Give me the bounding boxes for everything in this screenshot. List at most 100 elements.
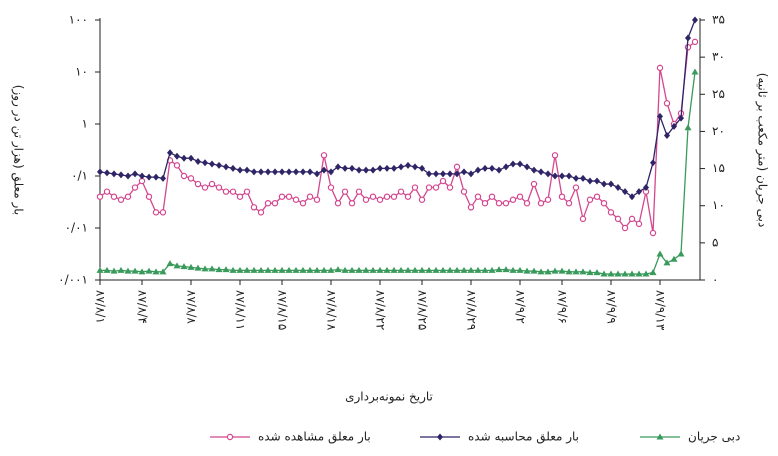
point	[286, 168, 292, 176]
point	[495, 199, 503, 207]
point	[649, 229, 657, 237]
point	[446, 266, 454, 273]
point	[328, 168, 334, 176]
point	[502, 199, 510, 207]
series-line	[100, 71, 696, 275]
point	[117, 266, 125, 273]
point	[299, 199, 307, 207]
point	[488, 193, 496, 200]
point	[265, 168, 271, 176]
point	[104, 169, 110, 177]
point	[306, 266, 314, 273]
point	[362, 196, 370, 203]
point	[230, 164, 236, 172]
point	[369, 266, 377, 273]
point	[642, 270, 650, 277]
point	[684, 124, 692, 131]
point	[663, 259, 671, 266]
point	[636, 188, 642, 196]
point	[551, 152, 559, 159]
y-tick-label: ۰/۰۰۱	[58, 273, 88, 287]
point	[306, 193, 314, 200]
point	[271, 199, 279, 207]
point	[314, 170, 320, 178]
point	[691, 38, 699, 46]
point	[348, 199, 356, 207]
point	[404, 193, 412, 200]
point	[664, 132, 670, 140]
point	[251, 168, 257, 176]
point	[425, 184, 433, 191]
point	[384, 164, 390, 172]
point	[356, 166, 362, 174]
point	[586, 196, 594, 203]
point	[215, 266, 223, 273]
point	[376, 266, 384, 273]
point	[635, 270, 643, 277]
point	[587, 177, 593, 185]
x-tick-label: ۸۷/۸/۴	[136, 290, 150, 324]
y2-tick-label: ۳۵	[712, 13, 725, 27]
point	[341, 266, 349, 273]
point	[327, 266, 335, 273]
point	[439, 177, 447, 185]
point	[166, 260, 174, 267]
point	[397, 188, 405, 195]
point	[432, 184, 440, 191]
point	[292, 196, 300, 203]
x-tick-label: ۸۷/۸/۲۵	[416, 290, 430, 330]
point	[229, 188, 237, 195]
point	[509, 196, 517, 203]
point	[180, 263, 188, 270]
x-tick-label: ۸۷/۹/۹	[605, 290, 619, 324]
point	[173, 262, 181, 269]
point	[285, 266, 293, 273]
point	[405, 161, 411, 169]
point	[215, 184, 223, 191]
point	[573, 174, 579, 182]
legend-label: بار معلق مشاهده شده	[258, 430, 371, 445]
legend-marker	[656, 433, 664, 440]
y-tick-label: ۱۰	[75, 65, 88, 79]
y2-tick-label: ۵	[712, 235, 718, 249]
x-tick-label: ۸۷/۹/۲	[514, 290, 528, 324]
y-tick-label: ۰/۰۱	[65, 221, 88, 235]
point	[412, 163, 418, 171]
point	[370, 166, 376, 174]
point	[334, 199, 342, 207]
point	[671, 122, 677, 130]
point	[201, 265, 209, 272]
point	[516, 266, 524, 273]
point	[321, 166, 327, 174]
point	[349, 164, 355, 172]
point	[307, 168, 313, 176]
x-axis-label: تاریخ نمونه‌برداری	[345, 390, 433, 405]
point	[538, 168, 544, 176]
point	[376, 196, 384, 203]
x-tick-label: ۸۷/۸/۲۲	[374, 290, 388, 330]
point	[446, 184, 454, 191]
point	[622, 188, 628, 196]
point	[167, 149, 173, 157]
point	[489, 164, 495, 172]
point	[264, 199, 272, 207]
point	[243, 188, 251, 195]
point	[377, 164, 383, 172]
legend-marker	[437, 433, 443, 441]
point	[362, 266, 370, 273]
point	[579, 215, 587, 223]
y2-tick-label: ۰	[712, 273, 718, 287]
point	[594, 177, 600, 185]
point	[566, 172, 572, 180]
point	[103, 266, 111, 273]
point	[188, 154, 194, 162]
point	[313, 266, 321, 273]
point	[341, 188, 349, 195]
point	[159, 268, 167, 275]
point	[649, 269, 657, 276]
point	[460, 266, 468, 273]
point	[433, 170, 439, 178]
point	[656, 250, 664, 257]
point	[139, 172, 145, 180]
point	[482, 164, 488, 172]
